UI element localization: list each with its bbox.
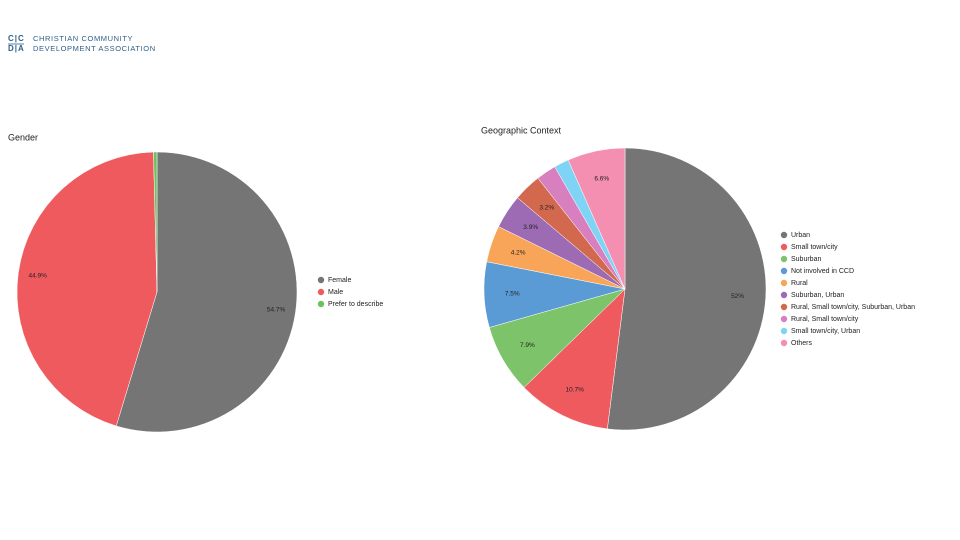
value-label: 3.9%: [523, 224, 538, 231]
legend-label: Rural, Small town/city, Suburban, Urban: [791, 304, 915, 311]
value-label: 4.2%: [511, 250, 526, 257]
value-label: 54.7%: [267, 306, 286, 313]
legend-swatch: [780, 339, 788, 347]
legend-swatch: [317, 288, 325, 296]
chart-title: Geographic Context: [481, 125, 562, 135]
value-label: 44.9%: [28, 273, 47, 280]
legend-swatch: [780, 327, 788, 335]
legend-swatch: [317, 300, 325, 308]
legend-swatch: [780, 279, 788, 287]
legend-swatch: [780, 291, 788, 299]
value-label: 52%: [731, 293, 744, 300]
legend-swatch: [780, 243, 788, 251]
legend-swatch: [780, 255, 788, 263]
value-label: 7.5%: [505, 290, 520, 297]
legend-swatch: [317, 276, 325, 284]
chart-title: Gender: [8, 132, 38, 142]
legend-label: Small town/city, Urban: [791, 328, 860, 335]
logo-mark: D|A: [8, 44, 25, 53]
logo-name: DEVELOPMENT ASSOCIATION: [33, 44, 156, 53]
logo-name: CHRISTIAN COMMUNITY: [33, 34, 133, 43]
value-label: 3.2%: [539, 204, 554, 211]
legend-swatch: [780, 303, 788, 311]
value-label: 6.6%: [594, 175, 609, 182]
legend-swatch: [780, 315, 788, 323]
legend-swatch: [780, 231, 788, 239]
pie-slice: [153, 151, 158, 293]
pie-slice: [567, 147, 626, 290]
legend-label: Female: [328, 277, 351, 284]
legend-label: Urban: [791, 232, 810, 239]
value-label: 7.9%: [520, 342, 535, 349]
pie-slice: [607, 147, 767, 431]
legend-label: Prefer to describe: [328, 301, 383, 308]
legend-label: Others: [791, 340, 813, 347]
logo-mark: C|C: [8, 34, 25, 43]
pie-slice: [16, 151, 158, 427]
pie-slice: [523, 288, 626, 430]
legend-label: Rural: [791, 280, 808, 287]
legend-label: Male: [328, 289, 343, 296]
legend-label: Suburban: [791, 256, 821, 263]
legend-label: Not involved in CCD: [791, 268, 854, 275]
value-label: 10.7%: [566, 387, 585, 394]
legend-swatch: [780, 267, 788, 275]
legend-label: Small town/city: [791, 244, 838, 251]
legend-label: Rural, Small town/city: [791, 316, 859, 323]
legend-label: Suburban, Urban: [791, 292, 844, 299]
pie-slice: [115, 151, 298, 433]
